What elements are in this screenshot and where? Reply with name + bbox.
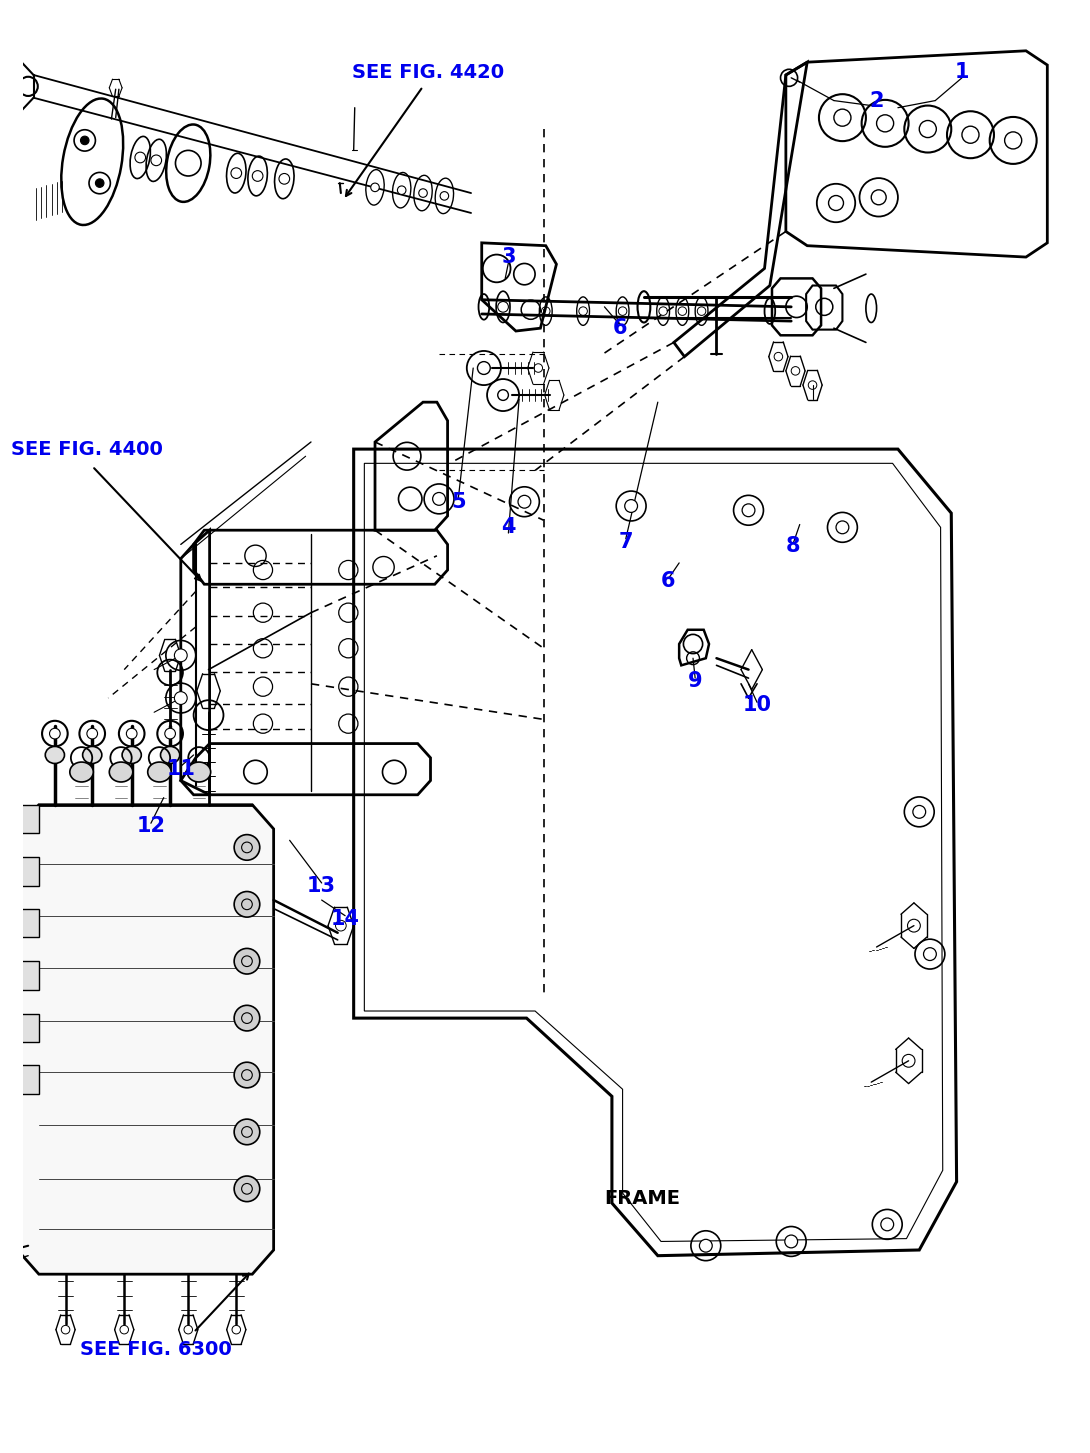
Circle shape	[398, 186, 405, 195]
Text: 4: 4	[501, 517, 516, 538]
Ellipse shape	[148, 761, 171, 782]
Circle shape	[174, 649, 187, 661]
Text: 9: 9	[688, 671, 702, 692]
Circle shape	[234, 1005, 259, 1032]
Circle shape	[234, 892, 259, 917]
Circle shape	[518, 495, 531, 509]
Circle shape	[174, 692, 187, 705]
Circle shape	[912, 805, 925, 818]
Circle shape	[881, 1218, 894, 1231]
Polygon shape	[0, 857, 39, 886]
Circle shape	[234, 1119, 259, 1145]
Ellipse shape	[83, 747, 101, 763]
Circle shape	[120, 1325, 129, 1334]
Circle shape	[126, 728, 137, 740]
Text: SEE FIG. 6300: SEE FIG. 6300	[81, 1340, 232, 1359]
Text: 6: 6	[662, 571, 676, 591]
Circle shape	[150, 155, 161, 166]
Polygon shape	[0, 1065, 39, 1094]
Circle shape	[49, 728, 60, 740]
Text: 7: 7	[618, 532, 633, 552]
Circle shape	[419, 189, 427, 198]
Circle shape	[234, 949, 259, 974]
Text: 14: 14	[330, 908, 360, 928]
Circle shape	[279, 173, 290, 185]
Polygon shape	[0, 805, 39, 833]
Text: SEE FIG. 4400: SEE FIG. 4400	[11, 440, 162, 459]
Circle shape	[165, 728, 175, 740]
Circle shape	[231, 167, 242, 179]
Text: 6: 6	[614, 318, 628, 339]
Text: 13: 13	[307, 876, 336, 897]
Circle shape	[742, 504, 755, 517]
Circle shape	[234, 1062, 259, 1088]
Circle shape	[923, 947, 936, 960]
Text: 1: 1	[955, 62, 969, 83]
Circle shape	[371, 183, 379, 192]
Polygon shape	[17, 805, 274, 1274]
Text: 5: 5	[451, 491, 465, 511]
Circle shape	[184, 1325, 193, 1334]
Circle shape	[625, 500, 638, 513]
Circle shape	[433, 493, 446, 506]
Text: SEE FIG. 4420: SEE FIG. 4420	[352, 62, 505, 81]
Ellipse shape	[122, 747, 142, 763]
Circle shape	[81, 137, 89, 145]
Text: 8: 8	[786, 536, 800, 556]
Circle shape	[785, 1235, 798, 1248]
Text: FRAME: FRAME	[604, 1190, 680, 1209]
Circle shape	[96, 179, 104, 187]
Ellipse shape	[70, 761, 94, 782]
Circle shape	[836, 522, 849, 533]
Text: 12: 12	[136, 817, 166, 835]
Text: 2: 2	[870, 90, 884, 110]
Circle shape	[232, 1325, 241, 1334]
Circle shape	[61, 1325, 70, 1334]
Ellipse shape	[109, 761, 133, 782]
Circle shape	[234, 834, 259, 860]
Ellipse shape	[187, 761, 210, 782]
Text: 3: 3	[501, 247, 516, 267]
Polygon shape	[0, 962, 39, 989]
Ellipse shape	[160, 747, 180, 763]
Circle shape	[252, 170, 263, 182]
Text: 10: 10	[742, 695, 772, 715]
Circle shape	[700, 1239, 712, 1252]
Polygon shape	[0, 1014, 39, 1042]
Ellipse shape	[46, 747, 64, 763]
Circle shape	[87, 728, 97, 740]
Text: 11: 11	[167, 758, 195, 779]
Circle shape	[135, 153, 146, 163]
Circle shape	[440, 192, 449, 201]
Circle shape	[234, 1175, 259, 1202]
Polygon shape	[0, 908, 39, 937]
